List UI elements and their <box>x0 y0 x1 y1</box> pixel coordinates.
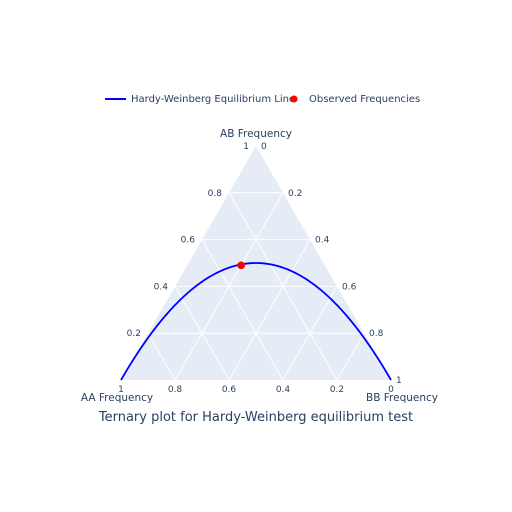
tick-label-aa: 0 <box>388 385 394 395</box>
tick-labels: 0.20.40.60.81 00.20.40.60.8100.20.40.60.8… <box>118 142 402 395</box>
axis-title-ab: AB Frequency <box>220 128 292 140</box>
tick-label-bb: 0.6 <box>342 282 357 292</box>
tick-label-aa: 0.6 <box>222 385 237 395</box>
chart-title: Ternary plot for Hardy-Weinberg equilibr… <box>98 410 413 425</box>
legend-label-hwe-line: Hardy-Weinberg Equilibrium Line <box>131 94 295 105</box>
tick-label-bb: 1 <box>396 376 402 386</box>
tick-label-ab: 0.8 <box>208 189 223 199</box>
tick-label-ab: 0.6 <box>181 236 196 246</box>
grid-line-aa <box>201 239 284 381</box>
tick-label-bb: 0.2 <box>288 189 302 199</box>
axis-title-bb: BB Frequency <box>366 392 438 404</box>
tick-label-bb: 0 <box>261 142 267 152</box>
ternary-grid <box>147 192 365 381</box>
tick-label-bb: 0.8 <box>369 329 384 339</box>
grid-line-bb <box>282 286 338 381</box>
grid-line-bb <box>228 239 311 381</box>
legend-marker-swatch <box>290 95 298 103</box>
grid-line-aa <box>174 286 230 381</box>
legend-label-observed: Observed Frequencies <box>309 94 420 105</box>
axis-title-aa: AA Frequency <box>81 392 153 404</box>
legend: Hardy-Weinberg Equilibrium Line Observed… <box>105 94 420 105</box>
tick-label-ab: 0.2 <box>127 329 141 339</box>
tick-label-aa: 0.8 <box>168 385 183 395</box>
tick-label-ab: 0.4 <box>154 282 169 292</box>
hwe-equilibrium-line <box>120 262 392 381</box>
tick-label-ab: 1 <box>243 142 249 152</box>
observed-frequency-point <box>237 261 245 270</box>
tick-label-bb: 0.4 <box>315 236 330 246</box>
grid-line-bb <box>336 332 365 381</box>
tick-label-aa: 0.2 <box>330 385 344 395</box>
tick-label-aa: 0.4 <box>276 385 291 395</box>
grid-line-aa <box>147 332 176 381</box>
tick-label-aa: 1 <box>118 385 124 395</box>
